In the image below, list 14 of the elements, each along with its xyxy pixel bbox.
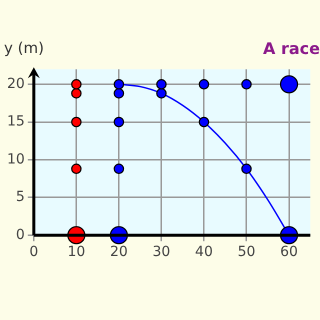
y-tick-label: 15 — [6, 114, 25, 130]
y-tick-label: 5 — [16, 189, 25, 206]
y-tick-label: 10 — [6, 151, 25, 168]
y-axis-title: y (m) — [4, 39, 44, 58]
y-tick-label: 0 — [16, 226, 25, 243]
chart-title: A race — [263, 38, 320, 58]
x-tick-label: 50 — [238, 244, 256, 260]
y-tick-label: 20 — [6, 76, 25, 92]
x-tick-label: 20 — [110, 244, 128, 260]
x-tick-label: 0 — [29, 244, 38, 260]
x-tick-label: 40 — [195, 244, 213, 260]
x-tick-label: 60 — [280, 244, 298, 260]
x-tick-label: 10 — [67, 244, 86, 260]
x-tick-label: 30 — [152, 244, 170, 260]
